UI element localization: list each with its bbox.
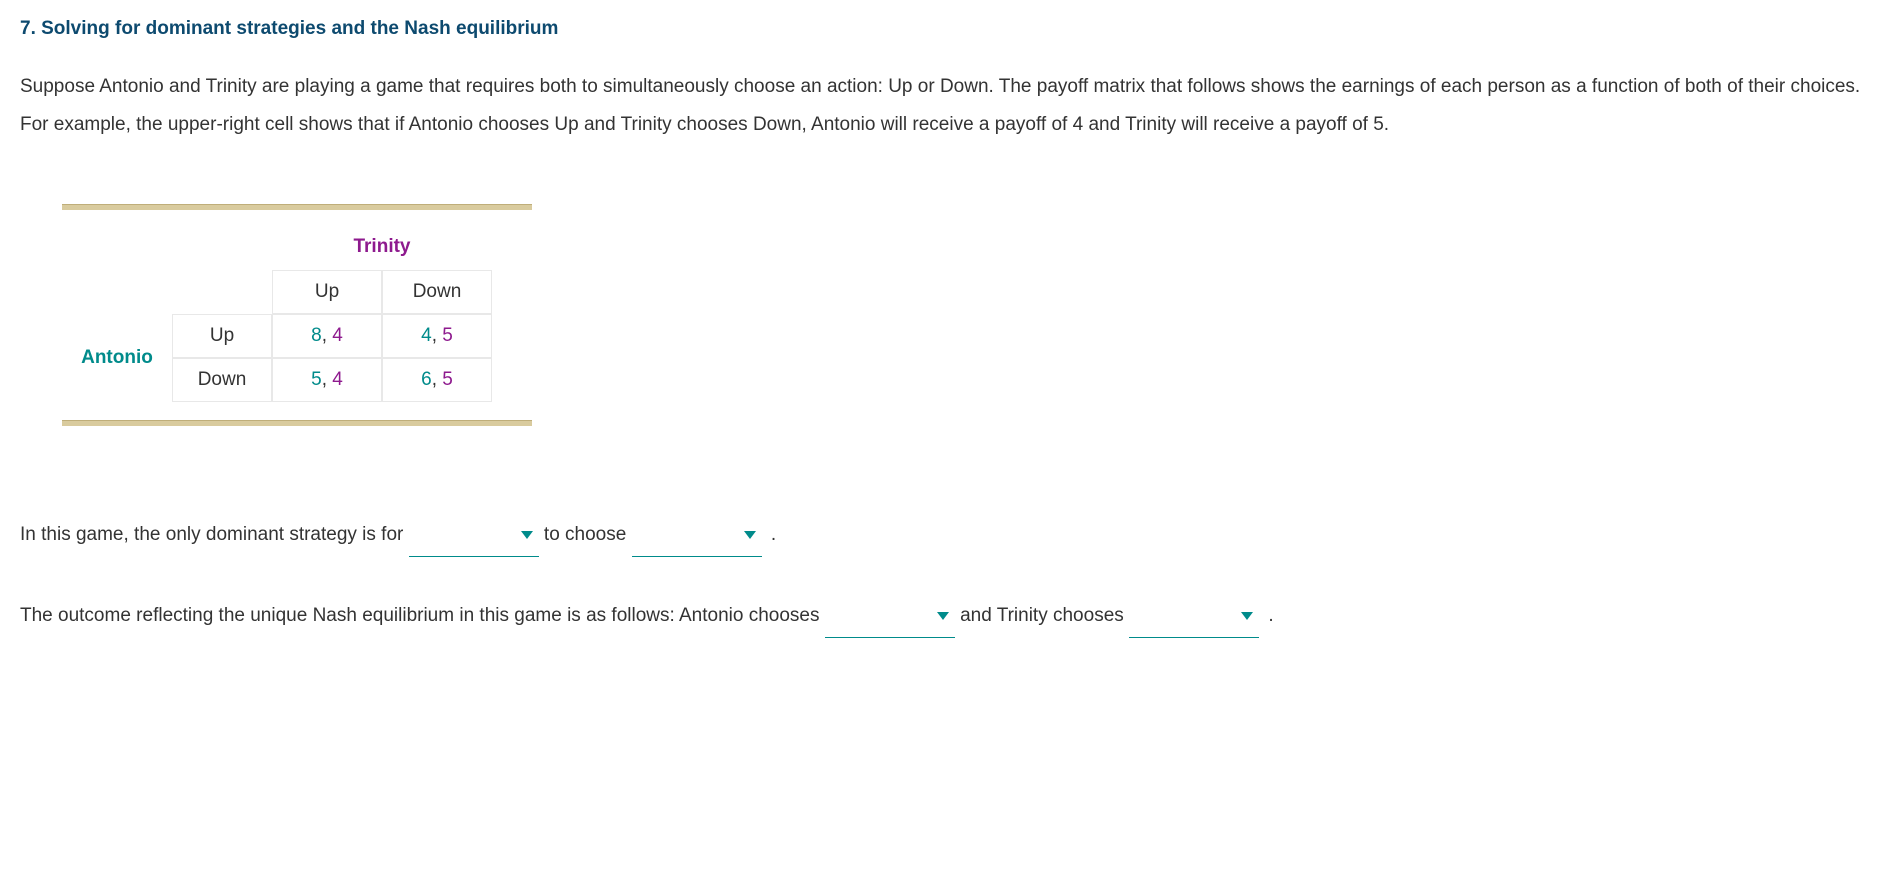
chevron-down-icon [935, 610, 951, 622]
payoff-p2: 5 [442, 369, 453, 390]
row-player-label: Antonio [62, 347, 172, 369]
dropdown-antonio-choice[interactable] [825, 597, 955, 638]
payoff-cell-down-down: 6, 5 [382, 358, 492, 402]
col-header-up: Up [272, 270, 382, 314]
payoff-cell-up-down: 4, 5 [382, 314, 492, 358]
payoff-p1: 5 [311, 369, 322, 390]
chevron-down-icon [1239, 610, 1255, 622]
nash-equilibrium-question: The outcome reflecting the unique Nash e… [20, 597, 1864, 638]
q2-text-end: . [1268, 605, 1273, 626]
payoff-p1: 6 [421, 369, 432, 390]
payoff-p1: 8 [311, 325, 322, 346]
row-header-down: Down [172, 358, 272, 402]
q2-text-pre: The outcome reflecting the unique Nash e… [20, 605, 825, 626]
col-player-label: Trinity [272, 228, 492, 270]
payoff-matrix: Trinity Up Down Antonio Up 8, 4 4, 5 Dow… [62, 204, 532, 426]
chevron-down-icon [742, 529, 758, 541]
payoff-p2: 5 [442, 325, 453, 346]
payoff-p1: 4 [421, 325, 432, 346]
col-header-down: Down [382, 270, 492, 314]
dropdown-player[interactable] [409, 516, 539, 557]
question-heading: 7. Solving for dominant strategies and t… [20, 18, 1864, 40]
q2-text-mid: and Trinity chooses [960, 605, 1129, 626]
dropdown-trinity-choice[interactable] [1129, 597, 1259, 638]
dominant-strategy-question: In this game, the only dominant strategy… [20, 516, 1864, 557]
dropdown-action[interactable] [632, 516, 762, 557]
matrix-bottom-rule [62, 420, 532, 426]
row-header-up: Up [172, 314, 272, 358]
payoff-cell-up-up: 8, 4 [272, 314, 382, 358]
q1-text-mid: to choose [544, 524, 632, 545]
q1-text-pre: In this game, the only dominant strategy… [20, 524, 409, 545]
payoff-p2: 4 [332, 325, 343, 346]
payoff-p2: 4 [332, 369, 343, 390]
payoff-cell-down-up: 5, 4 [272, 358, 382, 402]
matrix-top-rule [62, 204, 532, 210]
intro-paragraph: Suppose Antonio and Trinity are playing … [20, 68, 1864, 144]
chevron-down-icon [519, 529, 535, 541]
q1-text-end: . [771, 524, 776, 545]
